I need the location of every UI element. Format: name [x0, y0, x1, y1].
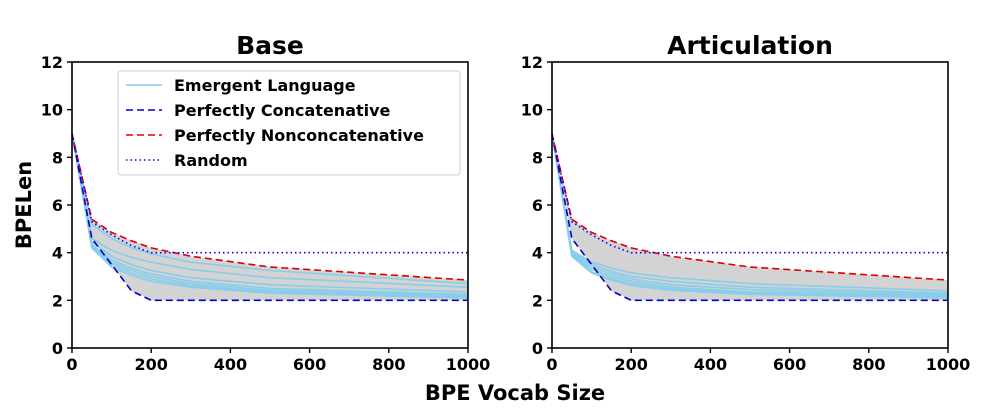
series-line-emergent — [71, 133, 469, 297]
x-axis-label: BPE Vocab Size — [425, 381, 605, 405]
y-tick-label: 12 — [521, 53, 543, 72]
chart-title: Base — [236, 31, 304, 60]
series-line-emergent — [551, 133, 949, 298]
y-tick-label: 2 — [532, 291, 543, 310]
legend-box — [117, 70, 461, 176]
x-tick-label: 200 — [134, 355, 167, 374]
x-tick-label: 600 — [293, 355, 326, 374]
y-tick-label: 8 — [52, 148, 63, 167]
plot-frame — [551, 61, 949, 349]
series-line-concatenative — [71, 133, 468, 302]
x-tick-label: 800 — [372, 355, 405, 374]
series-line-emergent — [71, 133, 469, 288]
series-line-emergent — [71, 133, 469, 298]
y-tick-label: 6 — [52, 196, 63, 215]
series-line-emergent — [71, 133, 469, 296]
x-tick-label: 0 — [546, 355, 557, 374]
series-line-random — [551, 133, 948, 254]
x-tick-label: 200 — [614, 355, 647, 374]
x-tick-label: 400 — [214, 355, 247, 374]
y-axis-label: BPELen — [12, 161, 36, 249]
y-tick-label: 10 — [41, 101, 63, 120]
chart-panel-1: 0 200 400 600 800 1000 0 2 4 6 8 10 12 Base Emergent L… — [41, 31, 491, 374]
x-tick-label: 0 — [66, 355, 77, 374]
x-tick-label: 400 — [694, 355, 727, 374]
series-line-emergent — [551, 133, 949, 299]
legend-label: Random — [174, 151, 248, 170]
x-tick-label: 1000 — [446, 355, 491, 374]
series-line-emergent — [71, 133, 469, 299]
y-tick-label: 0 — [532, 339, 543, 358]
legend: Emergent Language Perfectly Concatenative… — [117, 70, 461, 176]
y-tick-label: 4 — [52, 244, 63, 263]
series-line-emergent — [71, 133, 469, 293]
x-tick-label: 800 — [852, 355, 885, 374]
series-line-nonconcatenative — [71, 133, 469, 281]
y-tick-label: 12 — [41, 53, 63, 72]
series-line-emergent — [551, 133, 949, 294]
chart-title: Articulation — [667, 31, 833, 60]
y-tick-label: 2 — [52, 291, 63, 310]
y-tick-label: 6 — [532, 196, 543, 215]
y-tick-label: 8 — [532, 148, 543, 167]
series-line-emergent — [551, 133, 949, 292]
chart-panel-2: 0 200 400 600 800 1000 0 2 4 6 8 10 12 Articulation — [521, 31, 971, 374]
shaded-range-band — [552, 133, 948, 301]
x-tick-label: 1000 — [926, 355, 971, 374]
legend-label: Emergent Language — [174, 76, 356, 95]
series-line-emergent — [551, 133, 949, 296]
legend-label: Perfectly Concatenative — [174, 101, 391, 120]
x-tick-label: 600 — [773, 355, 806, 374]
y-tick-label: 0 — [52, 339, 63, 358]
series-line-concatenative — [551, 133, 948, 302]
series-line-nonconcatenative — [551, 133, 949, 281]
y-tick-label: 4 — [532, 244, 543, 263]
series-line-emergent — [71, 133, 469, 285]
legend-label: Perfectly Nonconcatenative — [174, 126, 424, 145]
series-line-emergent — [551, 133, 949, 297]
y-tick-label: 10 — [521, 101, 543, 120]
